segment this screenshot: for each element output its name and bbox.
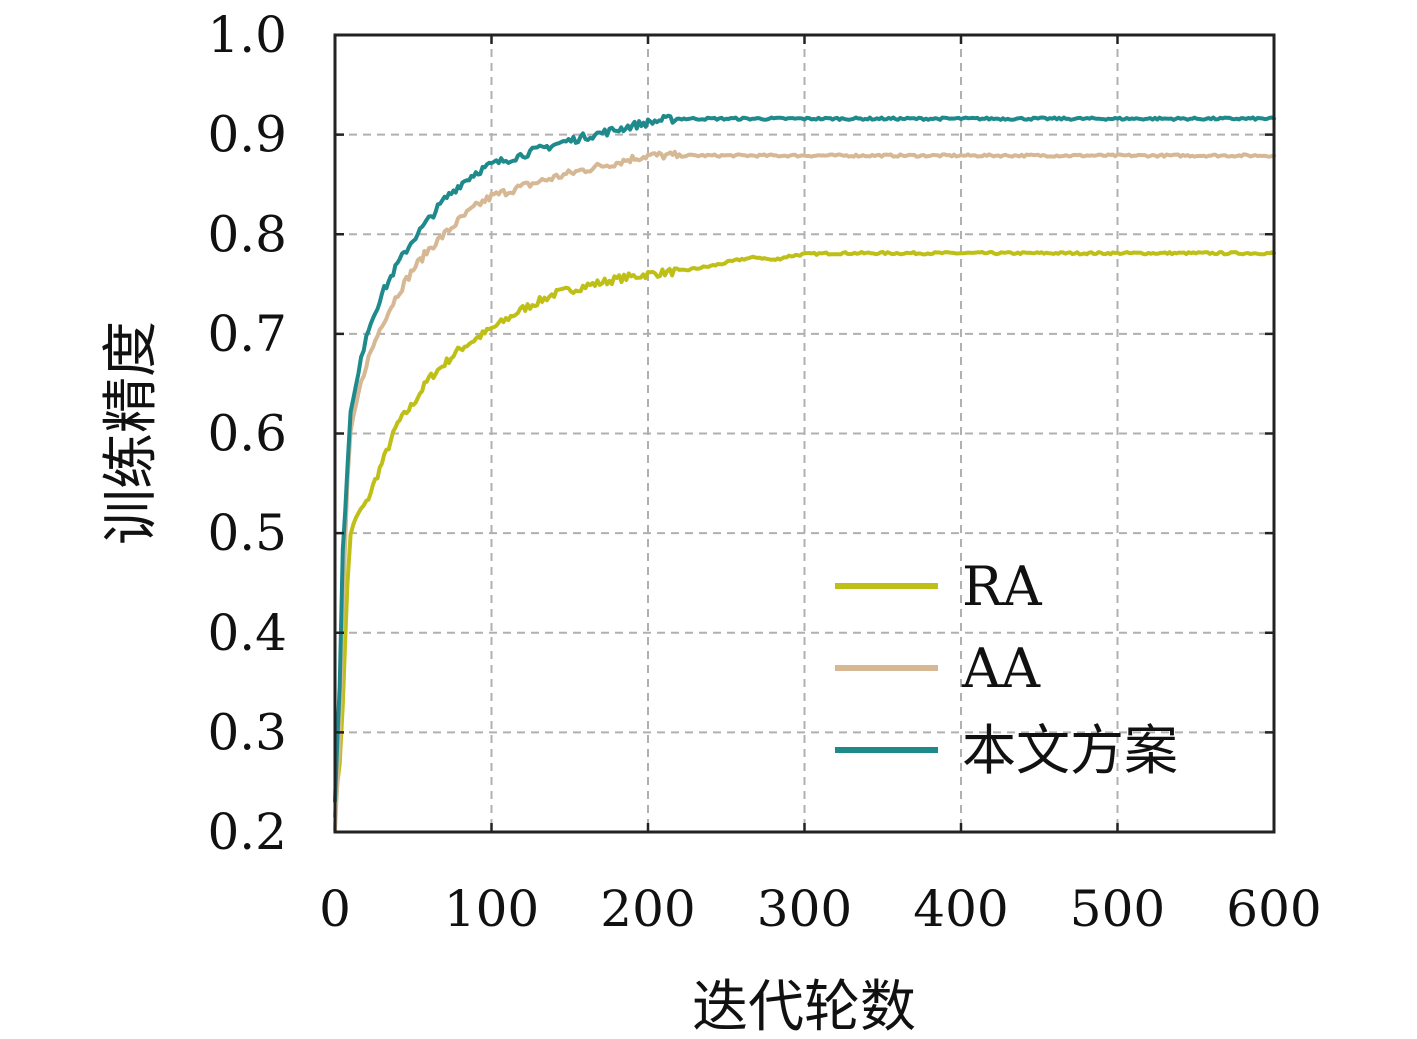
series-layer [333,113,1276,833]
y-tick-label: 0.8 [207,205,287,263]
legend-label: RA [962,555,1043,618]
x-tick-label: 300 [757,880,852,938]
x-axis-title: 迭代轮数 [692,975,916,1039]
legend-label: 本文方案 [962,719,1178,782]
y-tick-label: 0.6 [207,405,287,463]
y-tick-label: 0.9 [207,106,287,164]
y-tick-label: 0.2 [207,803,287,861]
series-line-AA [333,149,1276,833]
legend-label: AA [961,637,1041,700]
legend: RA AA 本文方案 [835,555,1178,782]
y-tick-label: 0.7 [207,305,287,363]
series-line-本文方案 [333,113,1276,804]
x-tick-label: 100 [444,880,539,938]
y-tick-label: 0.3 [207,703,287,761]
y-axis-title: 训练精度 [99,321,164,545]
x-tick-label: 200 [600,880,695,938]
y-tick-label: 0.4 [207,604,287,662]
y-tick-label: 0.5 [207,504,287,562]
grid [335,35,1274,832]
x-tick-label: 500 [1070,880,1165,938]
y-tick-labels: 0.2 0.3 0.4 0.5 0.6 0.7 0.8 0.9 1.0 [207,6,287,861]
x-tick-label: 600 [1226,880,1321,938]
x-tick-label: 0 [319,880,351,938]
x-tick-label: 400 [913,880,1008,938]
y-tick-label: 1.0 [207,6,287,64]
axis-ticks [333,33,1276,834]
x-tick-labels: 0 100 200 300 400 500 600 [319,880,1322,938]
series-line-RA [333,250,1276,819]
